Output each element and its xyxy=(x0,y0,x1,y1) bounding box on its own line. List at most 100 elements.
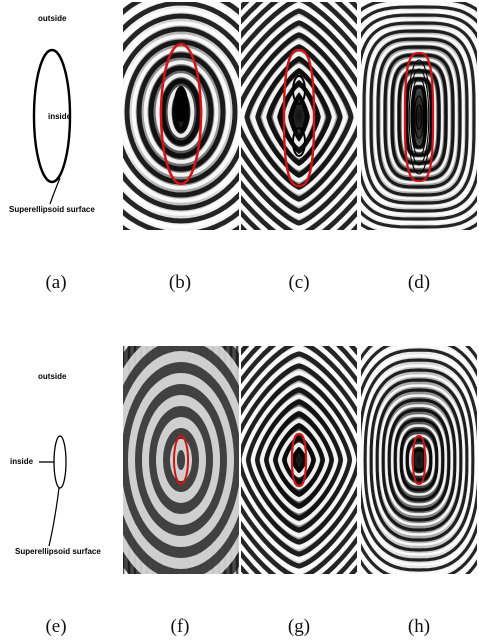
band-light-b-4 xyxy=(123,34,239,190)
band-g-10 xyxy=(241,346,357,574)
label-f: (f) xyxy=(170,616,190,637)
band-g-9 xyxy=(241,346,357,574)
panel-d xyxy=(361,2,477,230)
band-light-g-1 xyxy=(277,430,321,490)
band-d-5 xyxy=(376,45,462,189)
band-d-10 xyxy=(361,5,477,229)
band-h-11 xyxy=(361,346,477,574)
surface-contour-f xyxy=(173,434,189,486)
band-d-9 xyxy=(361,13,477,221)
band-light-g-2 xyxy=(268,418,330,502)
surface-pointer-a xyxy=(49,177,61,205)
surface-contour-d xyxy=(403,51,435,183)
band-light-b-0 xyxy=(167,86,195,138)
pattern-f xyxy=(123,346,239,574)
band-c-4 xyxy=(244,44,354,190)
band-light-d-1 xyxy=(401,74,437,160)
label-g: (g) xyxy=(287,616,311,637)
band-b-2 xyxy=(148,65,214,159)
band-h-8 xyxy=(363,368,475,552)
label-c: (c) xyxy=(288,272,310,293)
band-g-4 xyxy=(254,399,344,521)
band-light-d-4 xyxy=(380,50,458,184)
band-h-2 xyxy=(399,428,439,492)
band-b-9 xyxy=(123,225,239,230)
lobe-top-c xyxy=(292,75,306,105)
band-g-6 xyxy=(241,375,357,545)
band-d-7 xyxy=(362,29,476,205)
band-light-b-2 xyxy=(143,60,219,164)
panel-c xyxy=(241,2,357,230)
label-h: (h) xyxy=(407,616,431,637)
band-c-8 xyxy=(241,2,357,230)
band-c-6 xyxy=(241,20,357,214)
label-e: (e) xyxy=(45,616,67,637)
outside-label-a: outside xyxy=(38,14,67,23)
superellipsoid-outline-e xyxy=(53,435,67,489)
band-g-8 xyxy=(241,351,357,569)
band-b-3 xyxy=(136,52,226,172)
band-d-3 xyxy=(390,61,448,173)
band-b-5 xyxy=(123,26,239,198)
band-h-6 xyxy=(375,388,463,532)
band-light-h-3 xyxy=(391,414,447,506)
band-h-10 xyxy=(361,348,477,572)
inner-ring-d-5 xyxy=(406,59,432,175)
inner-ring-d-4 xyxy=(408,68,430,166)
band-c-3 xyxy=(255,56,343,178)
band-light-g-5 xyxy=(241,382,357,538)
band-light-b-7 xyxy=(123,2,239,229)
band-light-d-8 xyxy=(361,18,477,216)
band-g-5 xyxy=(245,387,353,533)
inner-ring-d-1 xyxy=(413,95,425,139)
band-light-d-2 xyxy=(394,66,444,168)
surface-contour-c xyxy=(282,48,316,188)
band-h-5 xyxy=(381,398,457,522)
band-c-2 xyxy=(266,68,332,166)
band-h-7 xyxy=(369,378,469,542)
band-b-6 xyxy=(123,13,239,211)
band-light-c-4 xyxy=(241,39,357,195)
band-light-c-0 xyxy=(283,87,315,147)
band-light-h-2 xyxy=(397,424,441,496)
band-h-4 xyxy=(387,408,451,512)
pattern-h xyxy=(361,346,477,574)
surface-contour-h xyxy=(412,434,426,486)
band-light-d-6 xyxy=(366,34,472,200)
band-light-c-9 xyxy=(241,2,357,230)
panel-b xyxy=(123,2,239,230)
inside-label-e: inside xyxy=(10,457,34,466)
surface-pointer-e xyxy=(48,487,60,547)
panel-g xyxy=(241,346,357,574)
pattern-c xyxy=(241,2,357,230)
band-g-3 xyxy=(263,411,335,509)
inner-ring-d-3 xyxy=(410,77,428,157)
band-light-g-6 xyxy=(241,370,357,550)
band-h-9 xyxy=(361,358,477,562)
band-light-h-5 xyxy=(379,394,459,526)
ring-f-0 xyxy=(177,450,185,470)
band-light-g-0 xyxy=(287,442,311,478)
band-light-g-7 xyxy=(241,358,357,562)
band-light-g-8 xyxy=(241,346,357,574)
band-light-b-3 xyxy=(131,47,231,177)
lobe-bottom-c xyxy=(292,127,306,157)
band-light-b-6 xyxy=(123,8,239,216)
band-c-5 xyxy=(241,32,357,202)
band-d-4 xyxy=(383,53,455,181)
band-light-g-4 xyxy=(250,394,348,526)
band-light-c-6 xyxy=(241,15,357,219)
band-light-b-8 xyxy=(123,2,239,230)
band-light-h-6 xyxy=(373,384,465,536)
pattern-d xyxy=(361,2,477,230)
inside-label-a: inside xyxy=(48,112,72,121)
band-light-d-9 xyxy=(361,10,477,224)
band-light-c-1 xyxy=(272,75,326,159)
panel-f xyxy=(123,346,239,574)
band-light-b-5 xyxy=(123,21,239,203)
label-b: (b) xyxy=(168,272,192,293)
inner-ring-d-0 xyxy=(415,104,423,130)
band-light-c-7 xyxy=(241,3,357,230)
band-light-b-1 xyxy=(155,73,207,151)
